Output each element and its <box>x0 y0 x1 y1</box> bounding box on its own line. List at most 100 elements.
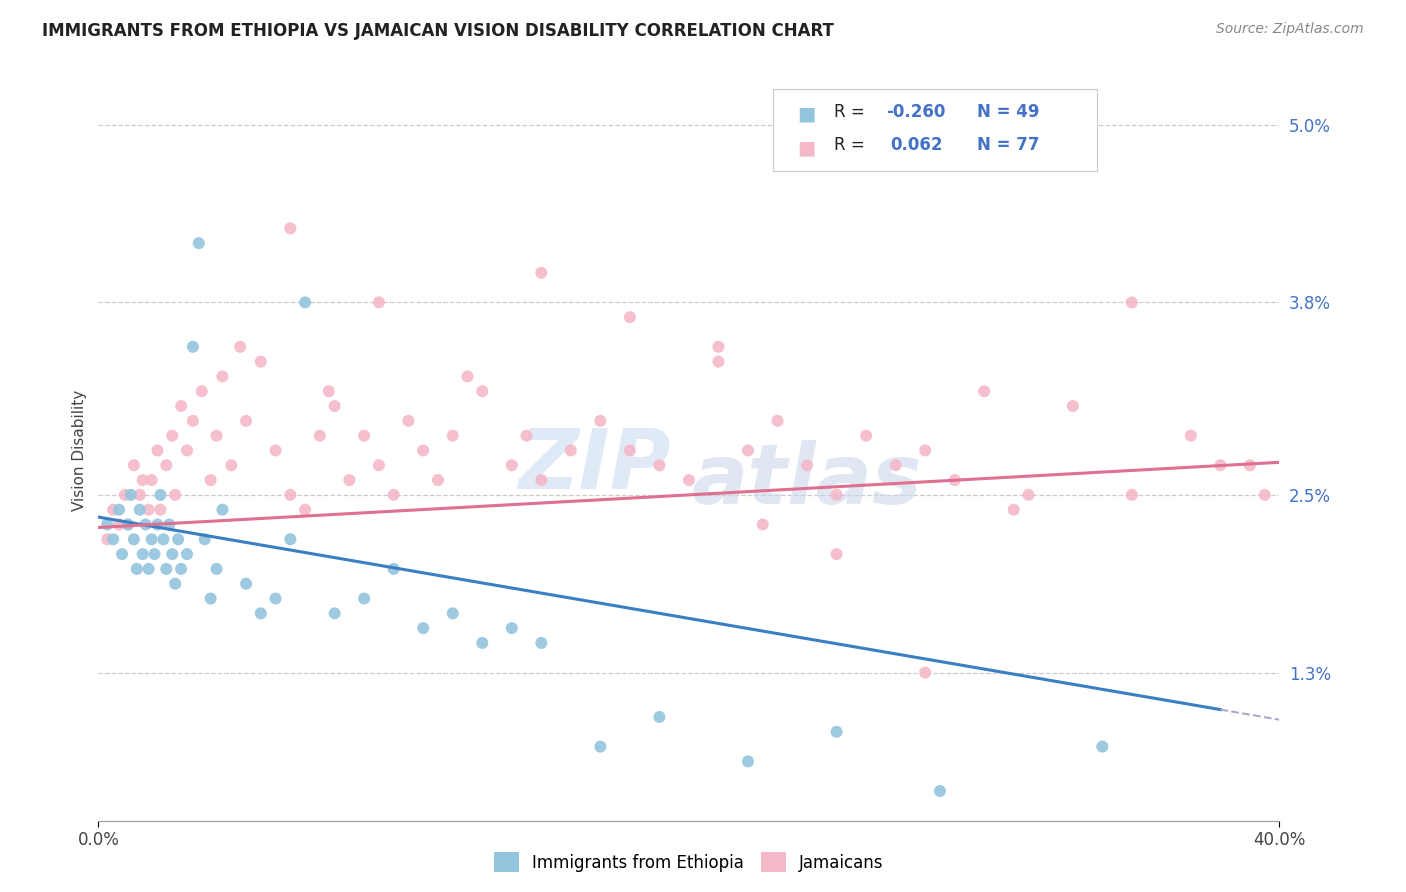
Point <box>235 414 257 428</box>
Point <box>678 473 700 487</box>
Point <box>619 310 641 325</box>
Point <box>138 502 160 516</box>
Point <box>152 533 174 547</box>
Point <box>1254 488 1277 502</box>
Point <box>589 739 612 754</box>
Point <box>382 562 405 576</box>
Point <box>471 384 494 399</box>
Point <box>250 607 273 621</box>
Point <box>427 473 450 487</box>
Point <box>825 724 848 739</box>
Point <box>707 340 730 354</box>
Point <box>128 502 150 516</box>
Point <box>280 221 302 235</box>
Point <box>914 443 936 458</box>
Point <box>648 710 671 724</box>
Point <box>323 399 346 413</box>
Point <box>530 266 553 280</box>
Point <box>766 414 789 428</box>
Point <box>132 473 155 487</box>
Point <box>128 488 150 502</box>
Point <box>1209 458 1232 473</box>
Point <box>707 354 730 368</box>
Point <box>280 533 302 547</box>
Point <box>149 502 172 516</box>
Point <box>648 458 671 473</box>
Text: ■: ■ <box>797 104 815 123</box>
Point <box>796 458 818 473</box>
Text: R =: R = <box>834 136 875 154</box>
Point <box>1062 399 1084 413</box>
Point <box>200 473 222 487</box>
Point <box>143 547 166 561</box>
Point <box>162 428 183 442</box>
Point <box>146 443 169 458</box>
Text: -0.260: -0.260 <box>886 103 945 120</box>
Text: N = 77: N = 77 <box>977 136 1039 154</box>
Point <box>825 488 848 502</box>
Point <box>117 517 139 532</box>
Point <box>181 340 204 354</box>
Point <box>194 533 217 547</box>
Point <box>1002 502 1025 516</box>
Point <box>120 488 142 502</box>
Point <box>141 533 163 547</box>
Point <box>1180 428 1202 442</box>
Point <box>264 443 287 458</box>
Point <box>884 458 907 473</box>
Point <box>752 517 775 532</box>
Text: Source: ZipAtlas.com: Source: ZipAtlas.com <box>1216 22 1364 37</box>
Point <box>589 414 612 428</box>
Text: 0.062: 0.062 <box>890 136 942 154</box>
Point <box>1121 295 1143 310</box>
Point <box>200 591 222 606</box>
Point <box>457 369 479 384</box>
Point <box>205 562 228 576</box>
Point <box>187 236 209 251</box>
Point <box>353 591 375 606</box>
Point <box>170 399 193 413</box>
Point <box>1018 488 1040 502</box>
Point <box>155 458 177 473</box>
Point <box>146 517 169 532</box>
Point <box>229 340 252 354</box>
Point <box>114 488 136 502</box>
Point <box>825 547 848 561</box>
Point <box>914 665 936 680</box>
Point <box>619 443 641 458</box>
Point <box>165 488 187 502</box>
Point <box>155 562 177 576</box>
Point <box>323 607 346 621</box>
Point <box>181 414 204 428</box>
Point <box>737 443 759 458</box>
Text: atlas: atlas <box>692 440 922 521</box>
Point <box>516 428 538 442</box>
Point <box>530 473 553 487</box>
Point <box>108 502 131 516</box>
Point <box>353 428 375 442</box>
Point <box>135 517 157 532</box>
Point <box>149 488 172 502</box>
Point <box>191 384 214 399</box>
Point <box>162 547 183 561</box>
Point <box>170 562 193 576</box>
Point <box>1121 488 1143 502</box>
Point <box>294 295 316 310</box>
Text: N = 49: N = 49 <box>977 103 1039 120</box>
Point <box>176 443 198 458</box>
Point <box>211 502 233 516</box>
Text: ZIP: ZIP <box>519 425 671 506</box>
Point <box>235 576 257 591</box>
Point <box>205 428 228 442</box>
Point <box>943 473 966 487</box>
Point <box>167 533 190 547</box>
Point <box>737 755 759 769</box>
Text: IMMIGRANTS FROM ETHIOPIA VS JAMAICAN VISION DISABILITY CORRELATION CHART: IMMIGRANTS FROM ETHIOPIA VS JAMAICAN VIS… <box>42 22 834 40</box>
Point <box>368 458 391 473</box>
Point <box>122 533 145 547</box>
Point <box>412 621 434 635</box>
Point <box>176 547 198 561</box>
Point <box>96 533 118 547</box>
Point <box>1091 739 1114 754</box>
Point <box>368 295 391 310</box>
